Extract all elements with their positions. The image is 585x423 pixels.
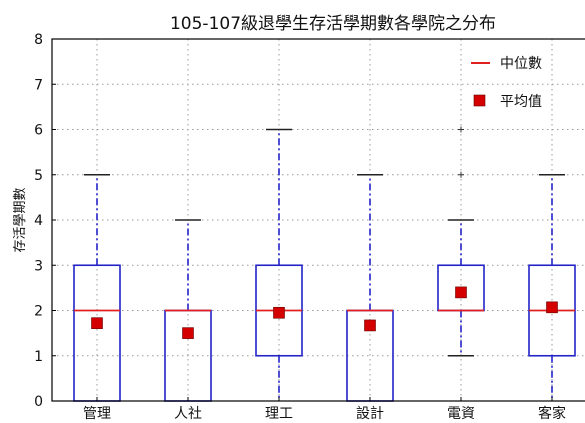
x-tick-label: 設計 [356, 406, 384, 422]
box-layer [73, 126, 576, 402]
mean-marker [91, 317, 103, 329]
legend-mean-swatch [473, 94, 486, 107]
y-tick-label: 5 [34, 168, 43, 184]
y-tick-label: 7 [34, 77, 43, 93]
iqr-box [73, 264, 121, 402]
x-tick-labels: 管理 人社 理工 設計 電資 客家 [83, 397, 566, 422]
chart-title: 105-107級退學生存活學期數各學院之分布 [170, 14, 496, 34]
y-tick-label: 2 [34, 304, 43, 320]
mean-marker [273, 306, 285, 319]
y-tick-label: 3 [34, 258, 43, 274]
x-tick-label: 人社 [174, 406, 202, 422]
legend-mean-label: 平均值 [500, 94, 542, 110]
legend-median-label: 中位數 [500, 56, 542, 72]
y-tick-label: 1 [34, 349, 43, 365]
legend: 中位數 平均值 [471, 56, 542, 110]
mean-marker [455, 286, 467, 299]
x-tick-label: 電資 [447, 406, 475, 422]
x-tick-label: 理工 [265, 406, 293, 422]
y-tick-label: 8 [34, 32, 43, 48]
x-tick-label: 客家 [538, 405, 566, 422]
mean-marker [182, 327, 194, 339]
y-tick-label: 0 [34, 394, 43, 410]
y-tick-label: 4 [34, 213, 43, 229]
mean-marker [546, 301, 558, 314]
y-tick-label: 6 [34, 123, 43, 139]
y-tick-labels: 0 1 2 3 4 5 6 7 8 [34, 32, 56, 410]
x-tick-label: 管理 [83, 406, 111, 422]
y-axis-label: 存活學期數 [13, 187, 28, 252]
mean-marker [364, 319, 376, 332]
